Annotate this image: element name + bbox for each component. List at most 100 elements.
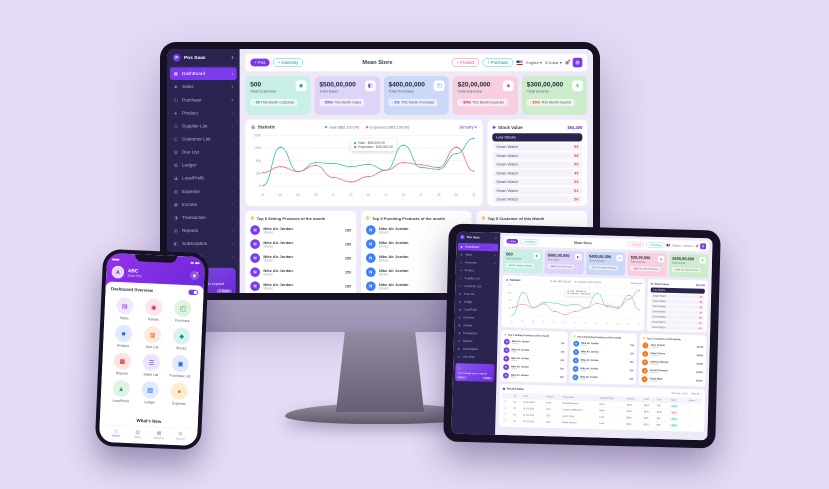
period-select[interactable]: January ▾	[630, 281, 642, 285]
crown-icon: ♔	[642, 336, 646, 340]
trend-text: This Month Sales	[332, 100, 362, 105]
nav-item-setting[interactable]: ⚙ Setting	[169, 430, 191, 441]
package-promo-card[interactable]: ♔ Your Package name is expired Explore i…	[455, 363, 495, 382]
stock-item-name: Smart Watch	[496, 144, 519, 150]
quick-action-sales[interactable]: ▤ Sales	[110, 297, 140, 321]
pos-button[interactable]: + Pos	[250, 58, 270, 67]
reports-icon: ▦	[113, 352, 132, 370]
notifications-bell-icon[interactable]: ◉	[189, 270, 200, 281]
svg-text:01: 01	[511, 321, 513, 323]
avatar: A	[642, 350, 649, 357]
sidebar-item-label: Reports	[182, 227, 199, 234]
overview-toggle[interactable]	[188, 289, 199, 296]
quick-actions-grid: ▤ Sales ◉ Parties ◰ Purchase ■ Product ▥ Due List…	[106, 297, 198, 406]
row-checkbox[interactable]	[503, 419, 507, 422]
quick-action-product[interactable]: ■ Product	[108, 324, 138, 348]
add-product-button[interactable]: + Product	[627, 241, 645, 248]
sidebar-item-sales[interactable]: ◉ Sales ▾	[170, 80, 237, 93]
quick-action-stocks[interactable]: ◆ Stocks	[167, 327, 197, 351]
quick-action-purchase-list[interactable]: ▣ Purchase List	[165, 354, 195, 379]
quick-action-reports[interactable]: ▦ Reports	[107, 352, 137, 376]
quick-action-parties[interactable]: ◉ Parties	[139, 298, 169, 322]
currency-select[interactable]: $ Dollar ▾	[545, 60, 562, 65]
language-select[interactable]: English ▾	[672, 244, 682, 248]
avatar: K	[642, 359, 649, 366]
quick-action-ledger[interactable]: ▧ Ledger	[135, 381, 165, 405]
row-checkbox[interactable]	[504, 399, 507, 403]
add-product-button[interactable]: + Product	[451, 58, 480, 67]
app-logo[interactable]: P Pos Saas ›	[456, 231, 501, 244]
quick-action-purchase[interactable]: ◰ Purchase	[168, 299, 198, 323]
chevron-icon: ›	[493, 324, 495, 328]
sidebar-item-reports[interactable]: ▤ Reports ›	[170, 224, 237, 237]
promo-explore-link[interactable]: Explore it	[457, 376, 467, 379]
quick-action-label: Purchase	[174, 318, 190, 323]
sidebar-item-income[interactable]: ▩ Income ›	[170, 198, 237, 211]
view-all-link[interactable]: View All →	[691, 392, 703, 396]
pos-button[interactable]: + Pos	[506, 238, 519, 244]
avatar[interactable]: A	[111, 265, 125, 279]
sidebar-item-ledger[interactable]: ▧ Ledger ›	[170, 159, 237, 172]
settings-button[interactable]: ⚙	[572, 57, 583, 68]
invoice-link[interactable]: 1023	[543, 418, 561, 426]
quick-action-expense[interactable]: ● Expense	[164, 382, 194, 406]
sidebar-item-supplier-list[interactable]: ◳ Supplier List ›	[170, 120, 237, 133]
notifications-bell-icon[interactable]: ◉	[695, 244, 699, 248]
sidebar-item-customer-list[interactable]: ◱ Customer List ›	[170, 133, 237, 146]
quick-action-sales-list[interactable]: ☰ Sales List	[136, 353, 166, 377]
stock-item-qty: 55	[699, 316, 702, 320]
add-purchase-button[interactable]: + Purchase	[482, 58, 514, 67]
sidebar-item-dashboard[interactable]: ▦ DashBoard ›	[169, 67, 237, 80]
quick-action-loss-profit[interactable]: ▲ Loss/Profit	[106, 379, 136, 404]
quick-action-due-list[interactable]: ▥ Due List	[137, 325, 167, 350]
notifications-bell-icon[interactable]: ◉	[565, 59, 571, 66]
sidebar-item-user-role[interactable]: ◍User Role ›	[455, 353, 495, 362]
sidebar-item-loss-profit[interactable]: ◪ Loss/Profit ›	[170, 172, 237, 185]
inventory-button[interactable]: + Inventory	[273, 58, 304, 67]
row-checkbox[interactable]	[503, 406, 507, 410]
store-title: Mean Store	[362, 59, 393, 66]
purchase-icon: ◰	[174, 299, 192, 318]
sidebar-item-expense[interactable]: ▨ Expense ›	[170, 185, 237, 198]
chevron-icon: ›	[232, 110, 234, 116]
app-logo[interactable]: P Pos Saas ›	[167, 49, 240, 67]
nav-item-reports[interactable]: ▦ Reports	[148, 430, 170, 441]
settings-button[interactable]: ⚙	[700, 243, 707, 250]
monitor-stand	[336, 332, 424, 412]
quick-action-label: Loss/Profit	[112, 398, 129, 404]
period-select[interactable]: January ▾	[458, 124, 477, 130]
nav-item-home[interactable]: ⌂ Home	[105, 428, 127, 439]
nav-item-sales[interactable]: ▤ Sales	[127, 429, 149, 440]
row-menu-icon[interactable]: ⋮	[686, 422, 702, 429]
row-checkbox[interactable]	[503, 412, 507, 416]
sidebar-item-due-list[interactable]: ▥ Due List ›	[170, 146, 237, 159]
language-select[interactable]: English ▾	[526, 60, 542, 65]
sidebar-item-product[interactable]: ■ Product ›	[170, 107, 237, 120]
currency-select[interactable]: $ Dollar ▾	[683, 244, 694, 248]
add-purchase-button[interactable]: + Purchase	[645, 242, 665, 248]
sidebar-item-purchase[interactable]: ◰ Purchase ▾	[170, 94, 237, 107]
inventory-button[interactable]: + Inventory	[520, 238, 539, 245]
sidebar-item-transaction[interactable]: ◨ Transaction ›	[170, 211, 237, 224]
sidebar-item-subscription[interactable]: ◧ Subscription ›	[170, 237, 237, 250]
